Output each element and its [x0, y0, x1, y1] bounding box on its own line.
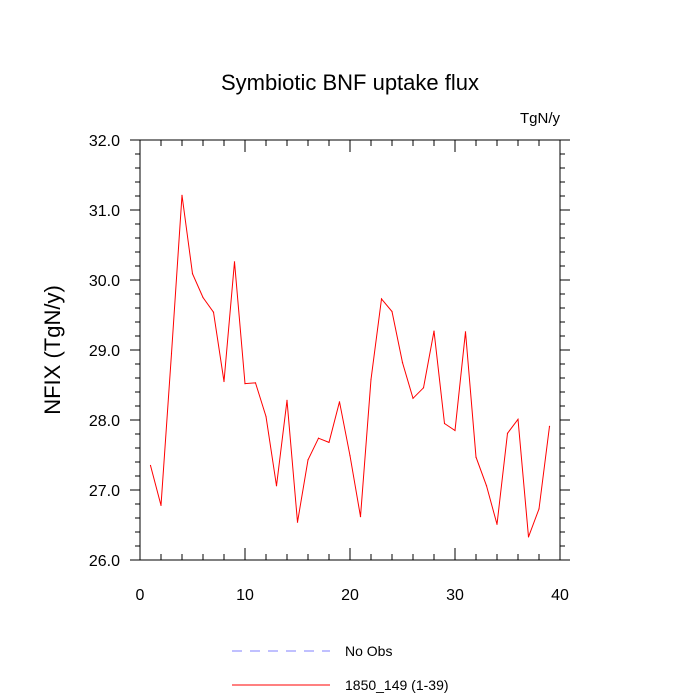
x-tick-label: 30	[446, 587, 464, 604]
data-point	[464, 331, 467, 333]
x-tick-label: 0	[136, 587, 145, 604]
data-point	[265, 415, 267, 418]
data-point	[496, 523, 498, 525]
data-point	[212, 311, 215, 313]
legend-label-no-obs: No Obs	[345, 643, 392, 659]
legend: No Obs 1850_149 (1-39)	[232, 643, 449, 693]
data-point	[401, 362, 404, 364]
data-point	[338, 401, 341, 403]
data-point	[317, 437, 320, 439]
data-point	[527, 536, 530, 538]
y-tick-label: 26.0	[89, 553, 120, 570]
minor-ticks	[135, 140, 565, 560]
data-point	[233, 261, 236, 263]
data-point	[370, 378, 372, 380]
data-point	[296, 521, 299, 523]
data-point	[202, 296, 204, 299]
data-point	[244, 383, 246, 385]
plot-frame	[139, 139, 561, 561]
data-point	[328, 441, 330, 443]
data-point	[170, 352, 173, 355]
chart-title: Symbiotic BNF uptake flux	[221, 70, 479, 95]
data-point	[254, 382, 257, 384]
data-point	[286, 399, 288, 401]
data-point	[160, 504, 162, 506]
y-tick-label: 30.0	[89, 273, 120, 290]
data-point	[380, 298, 383, 300]
data-point	[349, 455, 351, 457]
data-point	[181, 194, 183, 196]
data-point	[443, 422, 446, 425]
x-tick-label: 10	[236, 587, 254, 604]
data-point	[485, 485, 488, 487]
y-tick-label: 31.0	[89, 203, 120, 220]
y-axis-title: NFIX (TgN/y)	[40, 285, 65, 415]
series-line-1850-149	[150, 195, 550, 538]
y-tick-label: 27.0	[89, 483, 120, 500]
major-ticks	[130, 139, 570, 561]
data-point	[391, 310, 393, 313]
data-point	[433, 330, 435, 332]
data-points	[149, 194, 551, 538]
y-tick-labels: 26.0 27.0 28.0 29.0 30.0 31.0 32.0	[89, 133, 120, 570]
data-point	[475, 456, 477, 458]
x-tick-label: 20	[341, 587, 359, 604]
data-point	[223, 380, 225, 383]
data-point	[191, 273, 194, 275]
y-tick-label: 29.0	[89, 343, 120, 360]
x-tick-labels: 0 10 20 30 40	[136, 587, 569, 604]
data-point	[506, 432, 509, 434]
data-point	[454, 429, 456, 432]
y-tick-label: 28.0	[89, 413, 120, 430]
units-label: TgN/y	[520, 110, 561, 127]
data-point	[412, 397, 414, 399]
data-point	[422, 387, 425, 389]
data-point	[548, 425, 551, 427]
data-point	[538, 508, 540, 510]
data-point	[275, 485, 278, 487]
data-point	[307, 459, 309, 461]
data-point	[359, 516, 362, 518]
x-tick-label: 40	[551, 587, 569, 604]
legend-label-1850-149: 1850_149 (1-39)	[345, 677, 449, 693]
data-point	[149, 464, 152, 467]
data-point	[517, 418, 519, 420]
y-tick-label: 32.0	[89, 133, 120, 150]
